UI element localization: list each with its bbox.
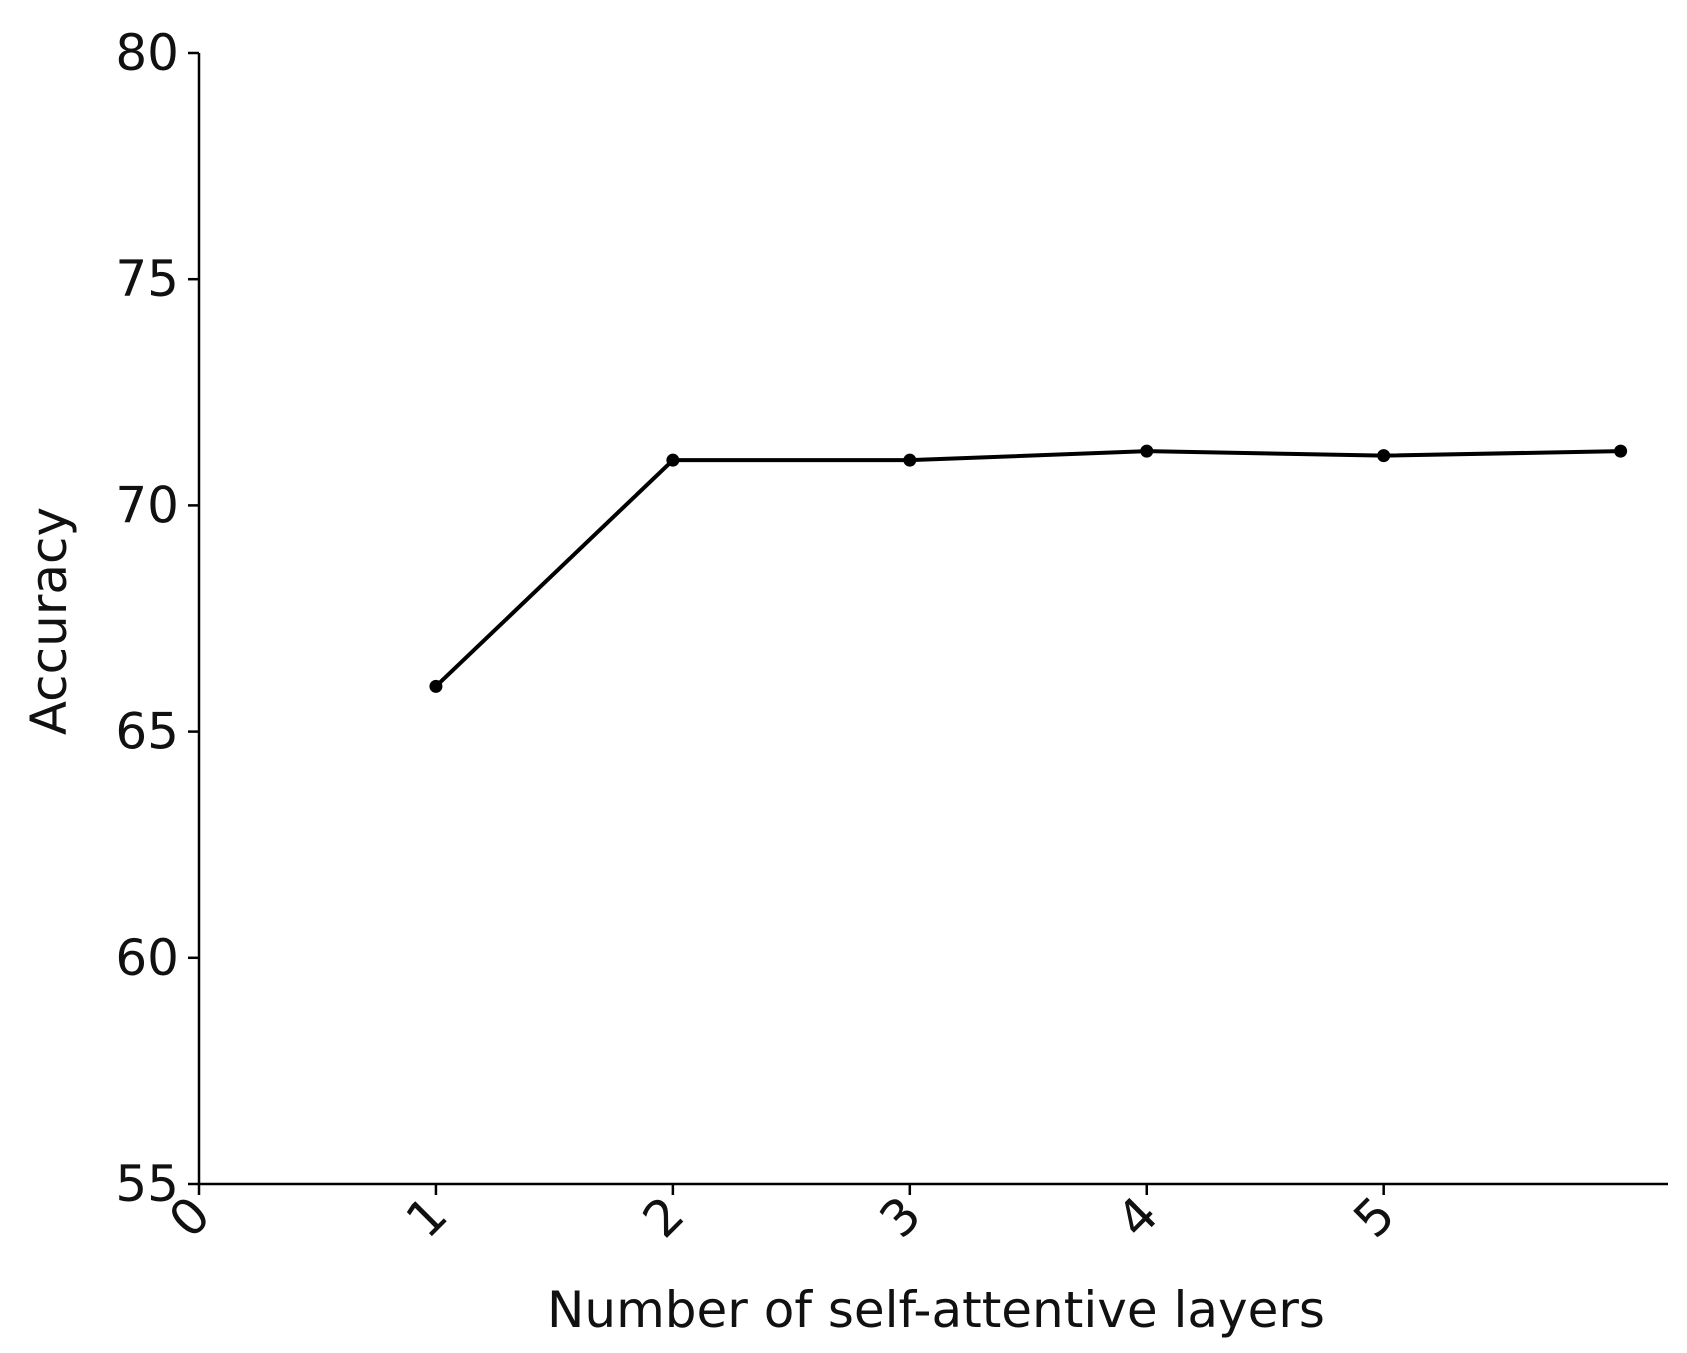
y-axis-ticks: 55 60 65 70 75 80 xyxy=(115,24,199,1213)
y-tick-label: 60 xyxy=(115,929,179,987)
y-tick-label: 70 xyxy=(115,476,179,534)
y-tick-label: 80 xyxy=(115,24,179,82)
data-point xyxy=(1140,444,1154,458)
data-point xyxy=(903,453,917,467)
data-point xyxy=(429,679,443,693)
x-tick-label: 1 xyxy=(395,1185,459,1249)
axes xyxy=(197,53,1668,1186)
x-tick-label: 5 xyxy=(1343,1185,1407,1249)
x-axis-label: Number of self-attentive layers xyxy=(547,1281,1325,1339)
data-point xyxy=(1614,444,1628,458)
data-point xyxy=(666,453,680,467)
x-tick-label: 4 xyxy=(1106,1185,1170,1249)
y-tick-label: 65 xyxy=(115,703,179,761)
x-tick-label: 2 xyxy=(632,1185,696,1249)
series-line xyxy=(434,449,1621,688)
series-layer xyxy=(429,444,1628,693)
y-tick-label: 55 xyxy=(115,1155,179,1213)
y-axis-label: Accuracy xyxy=(20,507,78,735)
data-point xyxy=(1377,449,1391,463)
y-tick-label: 75 xyxy=(115,250,179,308)
x-tick-label: 3 xyxy=(869,1185,933,1249)
